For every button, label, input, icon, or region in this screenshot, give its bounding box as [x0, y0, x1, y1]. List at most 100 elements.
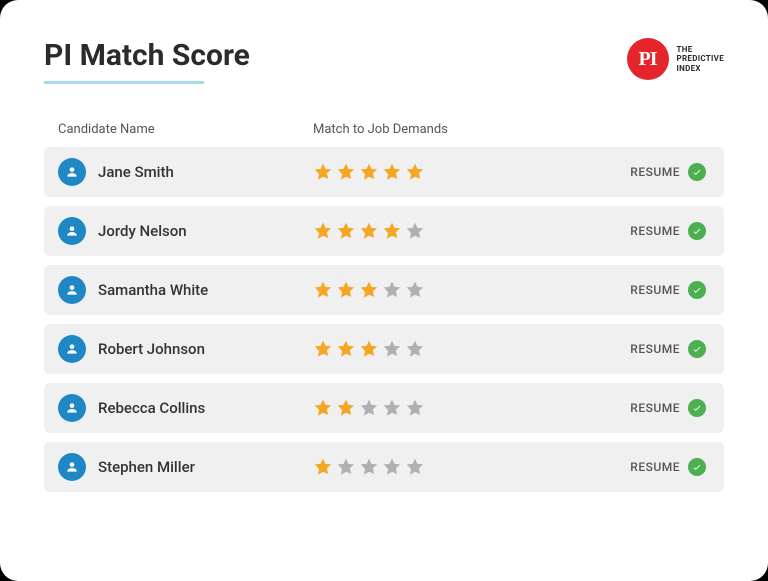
- star-icon: [359, 280, 379, 300]
- star-icon: [336, 162, 356, 182]
- avatar-icon: [58, 276, 86, 304]
- check-icon: [692, 403, 702, 413]
- candidate-name-cell: Jane Smith: [58, 158, 313, 186]
- star-icon: [359, 457, 379, 477]
- check-icon: [692, 167, 702, 177]
- checkmark-icon: [688, 163, 706, 181]
- resume-link[interactable]: RESUME: [630, 163, 706, 181]
- person-icon: [65, 165, 79, 179]
- star-icon: [405, 221, 425, 241]
- star-icon: [336, 280, 356, 300]
- avatar-icon: [58, 453, 86, 481]
- checkmark-icon: [688, 340, 706, 358]
- candidate-name-cell: Robert Johnson: [58, 335, 313, 363]
- star-icon: [359, 398, 379, 418]
- resume-link[interactable]: RESUME: [630, 222, 706, 240]
- resume-label: RESUME: [630, 165, 680, 179]
- resume-label: RESUME: [630, 283, 680, 297]
- brand-line-2: PREDICTIVE: [677, 54, 724, 63]
- checkmark-icon: [688, 222, 706, 240]
- candidate-name-cell: Samantha White: [58, 276, 313, 304]
- star-icon: [382, 398, 402, 418]
- table-row[interactable]: Jane Smith RESUME: [44, 147, 724, 197]
- checkmark-icon: [688, 399, 706, 417]
- resume-link[interactable]: RESUME: [630, 399, 706, 417]
- person-icon: [65, 460, 79, 474]
- checkmark-icon: [688, 281, 706, 299]
- star-icon: [313, 280, 333, 300]
- star-icon: [313, 221, 333, 241]
- table-row[interactable]: Jordy Nelson RESUME: [44, 206, 724, 256]
- candidate-name: Stephen Miller: [98, 458, 195, 476]
- star-rating: [313, 280, 630, 300]
- column-headers: Candidate Name Match to Job Demands: [44, 122, 724, 147]
- table-row[interactable]: Robert Johnson RESUME: [44, 324, 724, 374]
- avatar-icon: [58, 394, 86, 422]
- star-icon: [405, 457, 425, 477]
- star-icon: [313, 457, 333, 477]
- star-rating: [313, 162, 630, 182]
- star-icon: [359, 162, 379, 182]
- column-header-match: Match to Job Demands: [313, 122, 710, 137]
- match-score-card: PI Match Score PI THE PREDICTIVE INDEX C…: [0, 0, 768, 581]
- table-row[interactable]: Rebecca Collins RESUME: [44, 383, 724, 433]
- star-icon: [336, 457, 356, 477]
- star-icon: [382, 457, 402, 477]
- star-icon: [382, 280, 402, 300]
- person-icon: [65, 342, 79, 356]
- avatar-icon: [58, 335, 86, 363]
- checkmark-icon: [688, 458, 706, 476]
- star-icon: [405, 280, 425, 300]
- person-icon: [65, 224, 79, 238]
- resume-label: RESUME: [630, 224, 680, 238]
- star-icon: [405, 162, 425, 182]
- star-icon: [382, 221, 402, 241]
- resume-link[interactable]: RESUME: [630, 281, 706, 299]
- person-icon: [65, 283, 79, 297]
- star-icon: [313, 339, 333, 359]
- resume-label: RESUME: [630, 460, 680, 474]
- avatar-icon: [58, 158, 86, 186]
- candidate-rows: Jane SmithRESUMEJordy NelsonRESUMESamant…: [44, 147, 724, 492]
- title-underline: [44, 81, 204, 84]
- star-rating: [313, 457, 630, 477]
- check-icon: [692, 462, 702, 472]
- brand-line-3: INDEX: [677, 64, 724, 73]
- resume-link[interactable]: RESUME: [630, 340, 706, 358]
- resume-link[interactable]: RESUME: [630, 458, 706, 476]
- star-rating: [313, 339, 630, 359]
- table-row[interactable]: Stephen Miller RESUME: [44, 442, 724, 492]
- star-icon: [382, 339, 402, 359]
- candidate-name: Rebecca Collins: [98, 399, 205, 417]
- candidate-name-cell: Stephen Miller: [58, 453, 313, 481]
- candidate-name-cell: Jordy Nelson: [58, 217, 313, 245]
- resume-label: RESUME: [630, 401, 680, 415]
- check-icon: [692, 285, 702, 295]
- star-icon: [405, 339, 425, 359]
- page-title: PI Match Score: [44, 38, 250, 73]
- table-row[interactable]: Samantha White RESUME: [44, 265, 724, 315]
- star-icon: [336, 221, 356, 241]
- star-icon: [336, 398, 356, 418]
- resume-label: RESUME: [630, 342, 680, 356]
- avatar-icon: [58, 217, 86, 245]
- brand-line-1: THE: [677, 45, 724, 54]
- candidate-name: Jordy Nelson: [98, 222, 187, 240]
- star-rating: [313, 221, 630, 241]
- star-icon: [336, 339, 356, 359]
- star-icon: [359, 339, 379, 359]
- candidate-name-cell: Rebecca Collins: [58, 394, 313, 422]
- star-icon: [405, 398, 425, 418]
- title-wrap: PI Match Score: [44, 38, 250, 84]
- column-header-name: Candidate Name: [58, 122, 313, 137]
- star-icon: [359, 221, 379, 241]
- person-icon: [65, 401, 79, 415]
- candidate-name: Samantha White: [98, 281, 208, 299]
- star-icon: [382, 162, 402, 182]
- brand-text: THE PREDICTIVE INDEX: [677, 45, 724, 73]
- check-icon: [692, 344, 702, 354]
- brand-logo: PI THE PREDICTIVE INDEX: [627, 38, 724, 80]
- brand-badge: PI: [627, 38, 669, 80]
- star-icon: [313, 398, 333, 418]
- star-rating: [313, 398, 630, 418]
